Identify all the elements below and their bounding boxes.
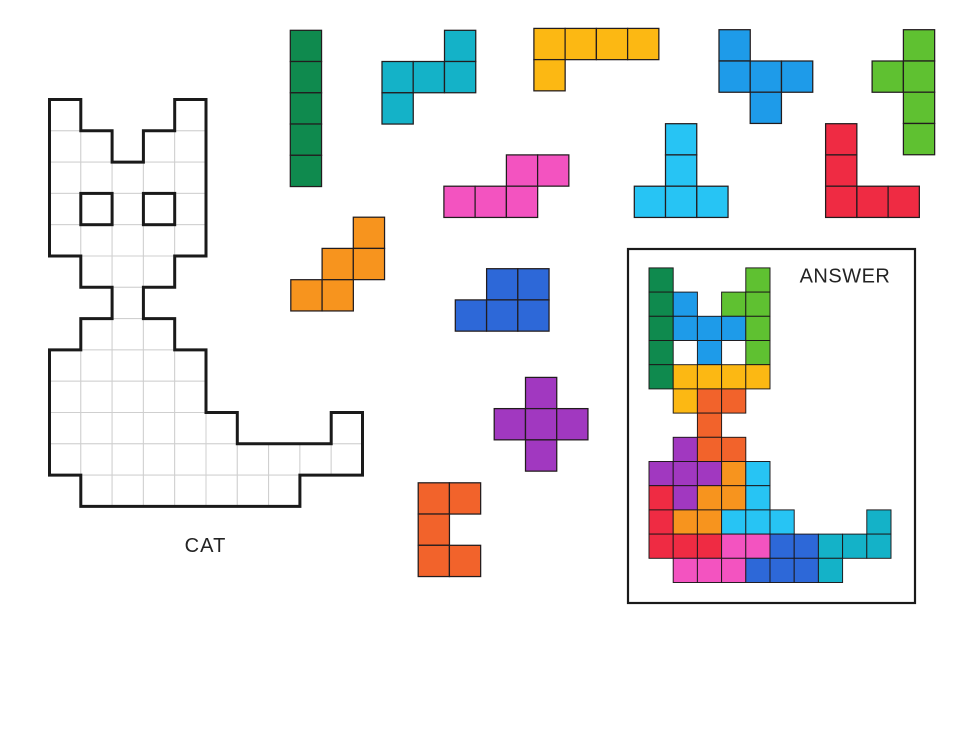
svg-text:ANSWER: ANSWER xyxy=(800,266,891,288)
svg-text:CAT: CAT xyxy=(185,535,227,557)
